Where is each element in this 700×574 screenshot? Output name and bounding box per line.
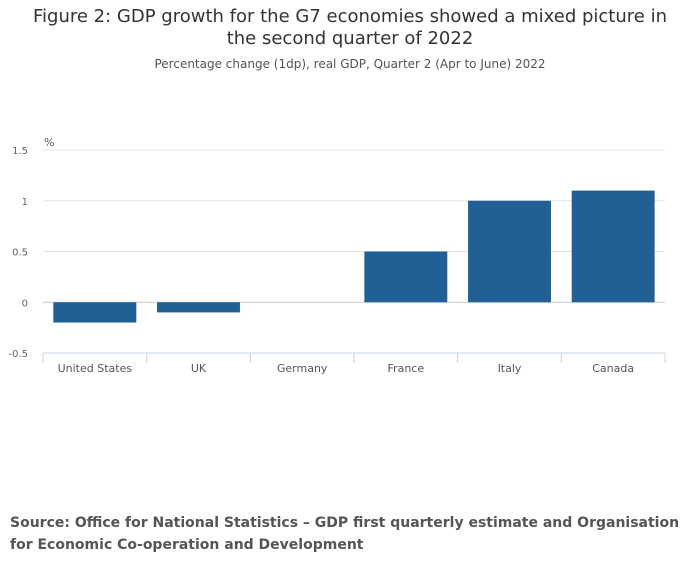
bar-france — [364, 251, 448, 303]
x-tick-label: Italy — [498, 362, 522, 375]
x-tick-label: France — [388, 362, 425, 375]
y-tick-label: 1.5 — [12, 146, 28, 157]
bar-uk — [157, 302, 240, 313]
y-tick-label: -0.5 — [8, 349, 28, 360]
chart-subtitle: Percentage change (1dp), real GDP, Quart… — [154, 57, 546, 71]
x-tick-label: United States — [58, 362, 133, 375]
x-tick-label: Germany — [277, 362, 328, 375]
y-tick-label: 1 — [22, 197, 28, 208]
y-tick-label: 0.5 — [12, 248, 28, 259]
x-tick-label: Canada — [592, 362, 634, 375]
bar-canada — [571, 190, 655, 303]
x-tick-label: UK — [191, 362, 207, 375]
y-axis-unit-label: % — [44, 136, 54, 149]
source-note: Source: Office for National Statistics –… — [10, 515, 680, 553]
bar-united-states — [53, 302, 137, 323]
chart-title: Figure 2: GDP growth for the G7 economie… — [33, 6, 667, 49]
bar-italy — [468, 200, 551, 303]
y-tick-label: 0 — [22, 298, 28, 309]
